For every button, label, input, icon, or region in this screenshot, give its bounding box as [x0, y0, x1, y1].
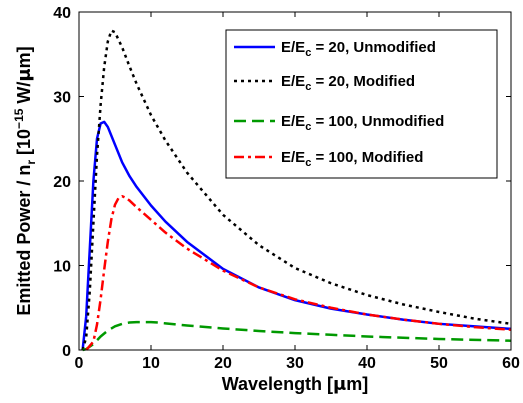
y-tick-label: 40	[53, 5, 71, 22]
series-line-3	[82, 320, 512, 352]
y-tick-label: 30	[53, 90, 71, 107]
legend-entry: E/Ec = 20, Modified	[234, 73, 415, 93]
x-tick-label: 60	[502, 355, 520, 372]
y-tick-label: 0	[62, 343, 71, 360]
x-tick-label: 20	[214, 355, 232, 372]
legend: E/Ec = 20, Unmodified E/Ec = 20, Modifie…	[225, 29, 498, 179]
y-axis-label: Emitted Power / nr [10−15 W/μm]	[12, 46, 38, 315]
y-tick-label: 20	[53, 174, 71, 191]
legend-label: E/Ec = 100, Modified	[281, 149, 423, 169]
legend-box	[225, 29, 498, 179]
axis-ticks: 0 10 20 30 40 50 60 0 10 20 30 40	[53, 5, 520, 372]
series-line-4	[85, 194, 512, 351]
y-tick-label: 10	[53, 259, 71, 276]
x-tick-label: 40	[358, 355, 376, 372]
x-tick-label: 10	[142, 355, 160, 372]
legend-entry: E/Ec = 100, Modified	[234, 149, 423, 169]
x-axis-label: Wavelength [μm]	[222, 374, 369, 395]
legend-entry: E/Ec = 20, Unmodified	[234, 39, 436, 59]
x-tick-label: 30	[286, 355, 304, 372]
legend-label: E/Ec = 20, Unmodified	[281, 39, 436, 59]
legend-entry: E/Ec = 100, Unmodified	[234, 113, 444, 133]
plot-series-layer	[81, 29, 512, 352]
legend-label: E/Ec = 100, Unmodified	[281, 113, 444, 133]
x-tick-label: 50	[430, 355, 448, 372]
legend-label: E/Ec = 20, Modified	[281, 73, 415, 93]
x-tick-label: 0	[75, 355, 84, 372]
